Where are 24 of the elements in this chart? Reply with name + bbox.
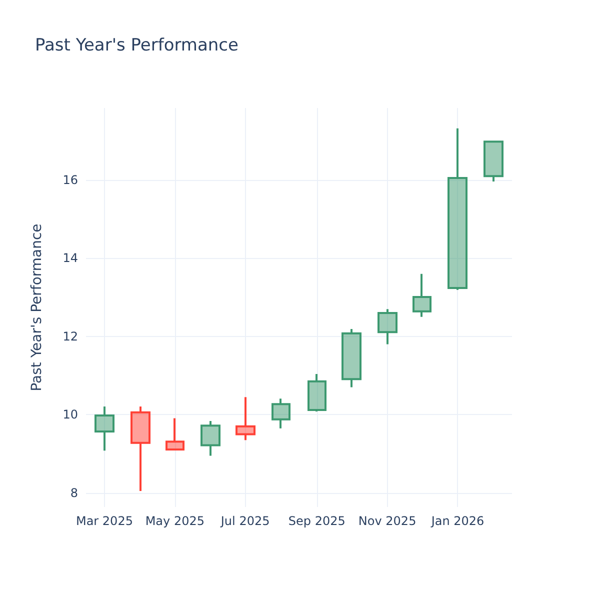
y-tick-label: 12	[62, 329, 78, 344]
y-tick-label: 14	[62, 251, 78, 266]
candlestick	[236, 396, 256, 442]
candlestick	[94, 405, 114, 452]
candlestick	[342, 328, 362, 388]
candlestick	[484, 140, 504, 183]
x-tick-label: Sep 2025	[288, 514, 346, 528]
candlestick	[308, 373, 326, 413]
y-axis-title: Past Year's Performance	[29, 224, 45, 392]
candlestick	[200, 420, 220, 457]
x-tick-label: Mar 2025	[76, 514, 133, 528]
x-tick-label: Jan 2026	[430, 514, 484, 528]
y-tick-label: 16	[62, 172, 78, 187]
candlestick	[412, 272, 432, 318]
chart-title: Past Year's Performance	[35, 36, 238, 56]
candlestick	[272, 398, 290, 430]
x-tick-label: May 2025	[145, 514, 204, 528]
candlestick	[378, 308, 398, 346]
y-tick-label: 8	[70, 486, 78, 500]
candlestick	[166, 417, 184, 450]
y-tick-label: 10	[62, 408, 78, 422]
candlestick	[130, 405, 150, 492]
x-tick-label: Nov 2025	[358, 514, 416, 528]
x-tick-label: Jul 2025	[220, 514, 270, 528]
